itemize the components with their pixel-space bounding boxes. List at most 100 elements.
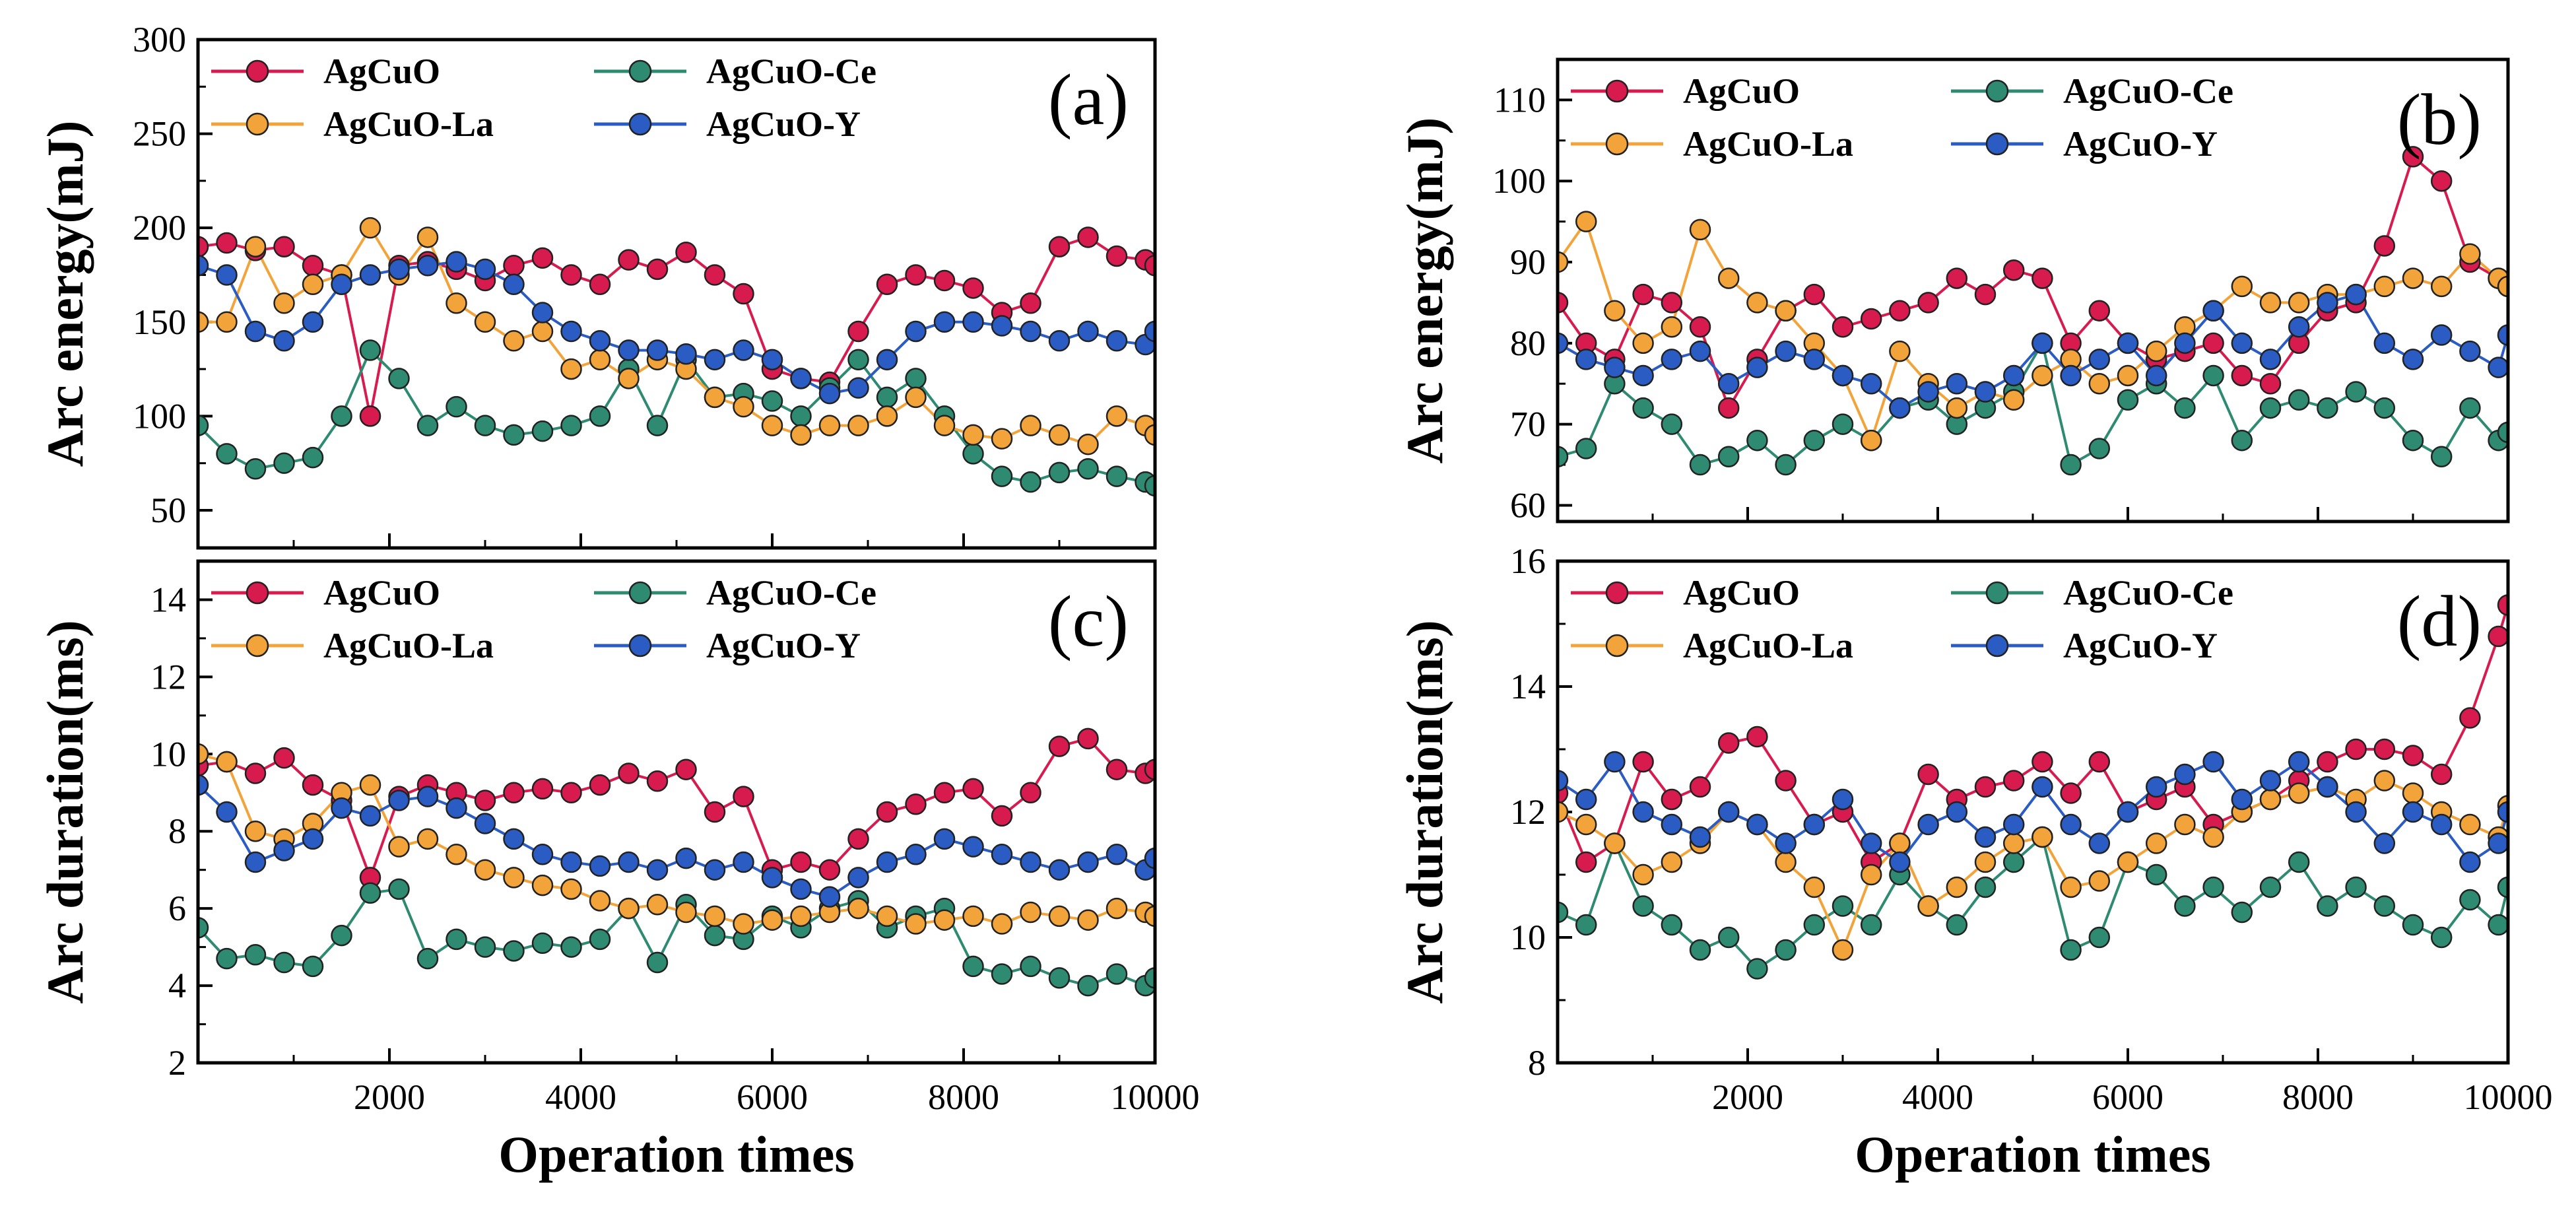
data-point-AgCuO-Y xyxy=(2117,801,2139,823)
data-point-AgCuO-Y xyxy=(198,254,209,277)
data-point-AgCuO-Ce xyxy=(2288,389,2310,411)
data-point-AgCuO-La xyxy=(704,905,726,927)
y-tick-label: 100 xyxy=(1492,161,1546,201)
data-point-AgCuO-Y xyxy=(244,320,267,343)
data-point-AgCuO-La xyxy=(1632,332,1654,354)
data-point-AgCuO-Y xyxy=(1632,364,1654,387)
data-point-AgCuO-La xyxy=(962,424,984,446)
legend-label: AgCuO xyxy=(1683,71,1800,111)
data-point-AgCuO-La xyxy=(1558,801,1569,823)
data-point-AgCuO-Ce xyxy=(2459,889,2481,911)
data-point-AgCuO-Ce xyxy=(2373,397,2396,419)
data-point-AgCuO-La xyxy=(1077,909,1099,931)
data-point-AgCuO-Ce xyxy=(2174,895,2196,917)
data-point-AgCuO-La xyxy=(2288,782,2310,804)
data-point-AgCuO-La xyxy=(359,217,381,239)
data-point-AgCuO-La xyxy=(2459,243,2481,265)
data-point-AgCuO xyxy=(2497,594,2508,616)
data-point-AgCuO-La xyxy=(1860,863,1882,886)
y-tick-label: 10 xyxy=(1510,918,1546,957)
data-point-AgCuO xyxy=(847,320,869,343)
data-point-AgCuO-La xyxy=(1775,300,1797,321)
data-point-AgCuO-Y xyxy=(359,805,381,827)
data-point-AgCuO xyxy=(1946,267,1968,289)
data-point-AgCuO xyxy=(704,264,726,286)
data-point-AgCuO-Y xyxy=(273,330,295,352)
data-point-AgCuO-La xyxy=(198,743,209,765)
data-point-AgCuO-Y xyxy=(2174,763,2196,786)
data-point-AgCuO-Ce xyxy=(416,415,439,436)
data-point-AgCuO-Y xyxy=(1106,844,1128,865)
data-point-AgCuO-Y xyxy=(790,368,812,389)
y-tick-label: 300 xyxy=(133,20,186,59)
data-point-AgCuO-La xyxy=(244,820,267,842)
data-point-AgCuO-Ce xyxy=(1803,914,1826,936)
data-point-AgCuO-La xyxy=(216,751,238,773)
data-point-AgCuO-Y xyxy=(531,302,554,323)
y-tick-label: 14 xyxy=(150,580,186,619)
data-point-AgCuO-La xyxy=(531,320,554,343)
data-point-AgCuO-Y xyxy=(2031,776,2053,798)
data-point-AgCuO-Y xyxy=(331,797,352,819)
data-point-AgCuO-Ce xyxy=(1048,461,1071,484)
data-point-AgCuO-Y xyxy=(1558,770,1569,792)
data-point-AgCuO-Y xyxy=(991,315,1013,337)
data-point-AgCuO-Ce xyxy=(1077,974,1099,997)
data-point-AgCuO xyxy=(1775,770,1797,792)
data-point-AgCuO-La xyxy=(646,894,669,916)
data-point-AgCuO-Y xyxy=(733,339,754,361)
legend-marker xyxy=(246,112,269,136)
data-point-AgCuO-La xyxy=(503,330,525,352)
data-point-AgCuO-La xyxy=(2373,770,2396,792)
data-point-AgCuO-La xyxy=(2259,292,2282,314)
data-point-AgCuO-Ce xyxy=(359,339,381,361)
data-point-AgCuO xyxy=(1917,763,1939,786)
data-point-AgCuO-La xyxy=(733,913,754,935)
data-point-AgCuO-Y xyxy=(761,867,783,889)
chart-panel-d: 8 10 12 14 16 2000 4000 6000 8000 10000 Arc durati… xyxy=(1396,541,2553,1183)
data-point-AgCuO xyxy=(876,273,898,295)
data-point-AgCuO xyxy=(905,264,927,286)
y-tick-label: 250 xyxy=(133,114,186,154)
data-point-AgCuO-La xyxy=(847,897,869,920)
data-point-AgCuO-Y xyxy=(1746,813,1768,836)
data-point-AgCuO-Y xyxy=(1974,826,1997,848)
data-point-AgCuO xyxy=(1717,397,1740,419)
data-point-AgCuO-Ce xyxy=(1775,939,1797,961)
data-point-AgCuO-La xyxy=(1917,895,1939,917)
data-point-AgCuO-Ce xyxy=(216,947,238,970)
data-point-AgCuO-Y xyxy=(589,855,611,877)
y-tick-label: 150 xyxy=(133,302,186,342)
data-point-AgCuO-Y xyxy=(962,311,984,333)
data-point-AgCuO-Y xyxy=(1832,788,1854,811)
data-point-AgCuO-La xyxy=(1020,901,1041,924)
legend-marker xyxy=(1985,132,2009,156)
data-point-AgCuO-Ce xyxy=(2202,364,2224,387)
data-point-AgCuO-Y xyxy=(646,859,669,881)
legend-label: AgCuO xyxy=(323,573,440,613)
data-point-AgCuO-Ce xyxy=(905,368,927,389)
data-point-AgCuO-Ce xyxy=(2002,851,2025,873)
data-point-AgCuO-Ce xyxy=(2345,876,2367,898)
y-tick-label: 60 xyxy=(1510,485,1546,525)
data-point-AgCuO-Ce xyxy=(446,928,467,951)
data-point-AgCuO xyxy=(1689,316,1711,338)
data-point-AgCuO-Y xyxy=(2402,349,2424,370)
data-point-AgCuO-Y xyxy=(1689,826,1711,848)
data-point-AgCuO-La xyxy=(905,386,927,409)
data-point-AgCuO-Y xyxy=(962,836,984,858)
data-point-AgCuO xyxy=(1048,735,1071,757)
data-point-AgCuO-La xyxy=(1558,251,1569,273)
data-point-AgCuO-Y xyxy=(1775,832,1797,854)
data-point-AgCuO-La xyxy=(560,358,582,380)
data-point-AgCuO-Y xyxy=(446,797,467,819)
data-point-AgCuO xyxy=(933,782,956,804)
chart-panel-c: 2 4 6 8 10 12 14 2000 4000 6000 8000 10000 Arc durat… xyxy=(36,559,1200,1183)
data-point-AgCuO-La xyxy=(198,311,209,333)
y-tick-label: 90 xyxy=(1510,242,1546,282)
data-point-AgCuO-Ce xyxy=(2060,939,2082,961)
data-point-AgCuO xyxy=(1106,245,1128,267)
data-point-AgCuO-La xyxy=(1775,851,1797,873)
legend-marker xyxy=(628,59,652,83)
legend-label: AgCuO-Ce xyxy=(2063,573,2233,613)
